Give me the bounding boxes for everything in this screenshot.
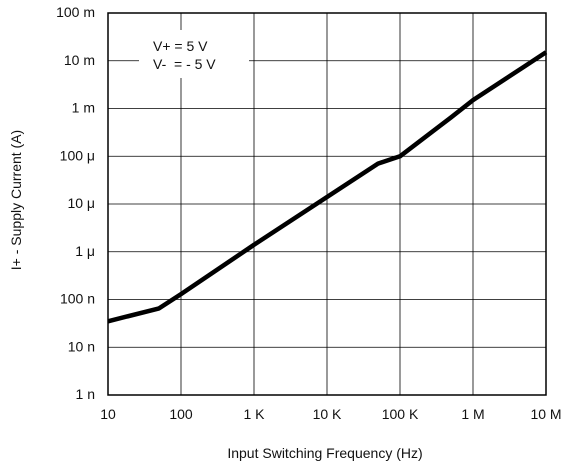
y-tick-label: 1 n: [76, 386, 95, 402]
y-tick-label: 10 μ: [67, 195, 95, 211]
x-tick-labels: 10 100 1 K 10 K 100 K 1 M 10 M: [100, 406, 561, 422]
y-tick-label: 100 n: [60, 291, 95, 307]
y-tick-labels: 1 n 10 n 100 n 1 μ 10 μ 100 μ 1 m 10 m 100 m: [56, 4, 95, 402]
y-tick-label: 100 m: [56, 4, 95, 20]
y-tick-label: 10 m: [64, 52, 95, 68]
x-tick-label: 100: [169, 406, 193, 422]
plot-frame: [107, 12, 547, 396]
annotation-background: [139, 30, 249, 78]
series-layer: [107, 50, 548, 324]
x-tick-label: 10: [100, 406, 116, 422]
y-axis-label: I+ - Supply Current (A): [8, 130, 24, 270]
y-tick-label: 10 n: [68, 338, 95, 354]
series-line: [107, 50, 548, 324]
y-tick-label: 100 μ: [60, 147, 95, 163]
x-tick-label: 1 M: [461, 406, 484, 422]
annotations: V+ = 5 V V- = - 5 V: [139, 30, 249, 78]
annotation-text: V- = - 5 V: [153, 56, 216, 72]
x-axis-label: Input Switching Frequency (Hz): [227, 445, 422, 461]
grid: [107, 12, 547, 396]
x-tick-label: 100 K: [382, 406, 419, 422]
x-tick-label: 1 K: [243, 406, 265, 422]
y-tick-label: 1 m: [72, 100, 95, 116]
y-tick-label: 1 μ: [75, 243, 95, 259]
x-tick-label: 10 M: [530, 406, 561, 422]
annotation-text: V+ = 5 V: [153, 38, 208, 54]
x-tick-label: 10 K: [313, 406, 342, 422]
